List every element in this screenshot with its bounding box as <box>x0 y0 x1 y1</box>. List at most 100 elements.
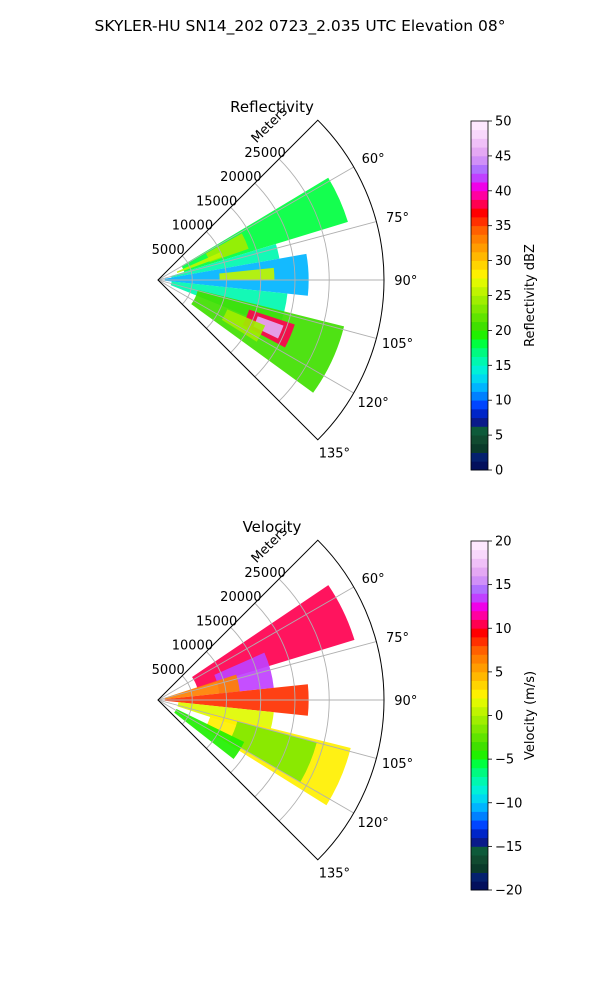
figure-suptitle: SKYLER-HU SN14_202 0723_2.035 UTC Elevat… <box>95 17 506 36</box>
range-tick-label: 25000 <box>244 566 285 581</box>
azimuth-tick-label: 135° <box>319 446 350 461</box>
colorbar-swatch <box>471 732 488 743</box>
colorbar-swatch <box>471 663 488 673</box>
colorbar-swatch <box>471 138 488 148</box>
colorbar-swatch <box>471 435 488 445</box>
colorbar-swatch <box>471 339 488 349</box>
colorbar-swatch <box>471 698 488 708</box>
colorbar-swatch <box>471 199 488 209</box>
velocity-sector: 60° 75° 90° 105° 120° 135° 5000 10000 15000 20000… <box>152 524 418 881</box>
azimuth-tick-label: 60° <box>362 572 385 587</box>
echo-region <box>229 721 317 783</box>
reflectivity-colorbar: 0 5 10 15 20 25 30 35 40 45 50 Reflectivity dBZ <box>470 115 538 479</box>
colorbar-swatch <box>471 286 488 296</box>
echo-region <box>174 709 245 760</box>
colorbar-swatch <box>471 225 488 235</box>
colorbar-swatch <box>471 182 488 192</box>
colorbar-swatch <box>471 234 488 244</box>
colorbar-swatch <box>471 382 488 392</box>
colorbar-tick-label: 30 <box>495 254 512 269</box>
colorbar-tick-label: 40 <box>495 184 512 199</box>
azimuth-gridline <box>157 279 377 339</box>
azimuth-gridline <box>157 641 377 701</box>
echo-region <box>221 309 266 342</box>
colorbar-tick-label: 10 <box>495 394 512 409</box>
colorbar-swatch <box>471 426 488 436</box>
velocity-title: Velocity <box>243 518 302 536</box>
colorbar-swatch <box>471 706 488 716</box>
range-tick-label: 25000 <box>244 146 285 161</box>
velocity-colorbar: −20 −15 −10 −5 0 5 10 15 20 Velocity (m/s) <box>470 535 538 899</box>
colorbar-swatch <box>471 147 488 157</box>
colorbar-tick-label: 25 <box>495 289 512 304</box>
colorbar-tick-label: 5 <box>495 665 503 680</box>
range-tick-label: 15000 <box>196 614 237 629</box>
colorbar-swatch <box>471 680 488 690</box>
colorbar-swatch <box>471 855 488 865</box>
colorbar-swatch <box>471 741 488 751</box>
colorbar-swatch <box>471 628 488 638</box>
azimuth-gridline <box>157 699 377 759</box>
colorbar-swatch <box>471 164 488 174</box>
colorbar-swatch <box>471 417 488 427</box>
colorbar-swatch <box>471 750 488 760</box>
colorbar-tick-label: −10 <box>495 796 522 811</box>
colorbar-swatch <box>471 452 488 462</box>
sector-outline <box>157 539 385 861</box>
colorbar-swatch <box>471 400 488 410</box>
colorbar-swatch <box>471 278 488 288</box>
azimuth-tick-label: 120° <box>357 396 388 411</box>
colorbar-swatch <box>471 811 488 821</box>
colorbar-swatch <box>471 776 488 786</box>
colorbar-swatch <box>471 767 488 777</box>
colorbar-swatch <box>471 636 488 647</box>
azimuth-tick-label: 90° <box>394 694 417 709</box>
sector-outline <box>157 119 385 441</box>
colorbar-swatch <box>471 689 488 699</box>
colorbar-swatch <box>471 356 488 366</box>
colorbar-tick-label: 20 <box>495 535 512 550</box>
colorbar-tick-label: 15 <box>495 578 512 593</box>
colorbar-swatch <box>471 837 488 847</box>
azimuth-tick-label: 105° <box>382 337 413 352</box>
colorbar-swatch <box>471 820 488 830</box>
colorbar-swatch <box>471 654 488 664</box>
colorbar-swatch <box>471 575 488 586</box>
colorbar-swatch <box>471 312 488 323</box>
colorbar-swatch <box>471 785 488 795</box>
colorbar-swatch <box>471 330 488 340</box>
colorbar-swatch <box>471 173 488 183</box>
colorbar-swatch <box>471 593 488 603</box>
azimuth-tick-label: 60° <box>362 152 385 167</box>
colorbar-swatch <box>471 863 488 873</box>
colorbar-swatch <box>471 724 488 734</box>
colorbar-swatch <box>471 391 488 401</box>
colorbar-label: Reflectivity dBZ <box>523 244 538 347</box>
range-tick-label: 10000 <box>172 219 213 234</box>
azimuth-tick-label: 105° <box>382 757 413 772</box>
azimuth-gridline <box>157 586 354 701</box>
range-tick-label: 15000 <box>196 194 237 209</box>
colorbar-tick-label: −20 <box>495 884 522 899</box>
colorbar-swatch <box>471 558 488 568</box>
colorbar-swatch <box>471 610 488 620</box>
echo-region <box>192 585 355 688</box>
colorbar-swatch <box>471 671 488 681</box>
colorbar-swatch <box>471 541 488 551</box>
colorbar-swatch <box>471 155 488 166</box>
range-tick-label: 20000 <box>220 170 261 185</box>
colorbar-tick-label: 5 <box>495 429 503 444</box>
reflectivity-sector: 60° 75° 90° 105° 120° 135° 5000 10000 15000 20000… <box>152 104 418 461</box>
colorbar-swatch <box>471 408 488 419</box>
colorbar-swatch <box>471 549 488 559</box>
echo-region <box>176 252 223 273</box>
colorbar-tick-label: 15 <box>495 359 512 374</box>
colorbar-swatch <box>471 374 488 384</box>
colorbar-swatch <box>471 190 488 200</box>
azimuth-tick-label: 75° <box>386 631 409 646</box>
colorbar-swatch <box>471 251 488 261</box>
colorbar-tick-label: 20 <box>495 324 512 339</box>
colorbar-swatch <box>471 794 488 804</box>
colorbar-swatch <box>471 619 488 629</box>
colorbar-swatch <box>471 121 488 131</box>
